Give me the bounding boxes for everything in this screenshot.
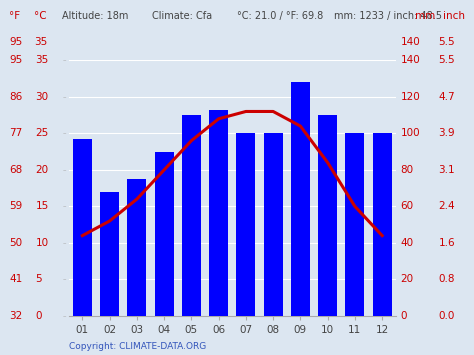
Text: 32: 32 xyxy=(9,311,23,321)
Bar xyxy=(346,133,365,316)
Text: 100: 100 xyxy=(401,129,420,138)
Text: –: – xyxy=(63,313,66,319)
Text: 5.5: 5.5 xyxy=(438,55,455,65)
Text: 40: 40 xyxy=(401,238,414,248)
Bar xyxy=(237,133,255,316)
Text: mm: 1233 / inch: 48.5: mm: 1233 / inch: 48.5 xyxy=(334,11,442,21)
Bar xyxy=(100,192,119,316)
Text: 4.7: 4.7 xyxy=(438,92,455,102)
Text: °F: °F xyxy=(9,11,20,21)
Text: 95: 95 xyxy=(9,55,23,65)
Text: 30: 30 xyxy=(36,92,49,102)
Text: inch: inch xyxy=(443,11,465,21)
Bar xyxy=(373,133,392,316)
Text: –: – xyxy=(63,277,66,283)
Text: 0: 0 xyxy=(401,311,407,321)
Text: –: – xyxy=(63,130,66,136)
Text: Copyright: CLIMATE-DATA.ORG: Copyright: CLIMATE-DATA.ORG xyxy=(69,343,206,351)
Text: 120: 120 xyxy=(401,92,420,102)
Bar xyxy=(291,82,310,316)
Text: 68: 68 xyxy=(9,165,23,175)
Bar xyxy=(73,139,92,316)
Text: °C: °C xyxy=(34,11,47,21)
Text: 2.4: 2.4 xyxy=(438,201,455,212)
Bar xyxy=(182,115,201,316)
Bar xyxy=(128,179,146,316)
Text: 77: 77 xyxy=(9,129,23,138)
Text: mm: mm xyxy=(415,11,435,21)
Text: 5: 5 xyxy=(36,274,42,284)
Text: 140: 140 xyxy=(401,55,420,65)
Text: 35: 35 xyxy=(34,37,47,47)
Text: 140: 140 xyxy=(401,37,420,47)
Text: 50: 50 xyxy=(9,238,23,248)
Text: 59: 59 xyxy=(9,201,23,212)
Bar xyxy=(318,115,337,316)
Text: 60: 60 xyxy=(401,201,414,212)
Text: 0.8: 0.8 xyxy=(438,274,455,284)
Bar xyxy=(264,133,283,316)
Text: 15: 15 xyxy=(36,201,49,212)
Bar xyxy=(155,152,173,316)
Text: –: – xyxy=(63,167,66,173)
Text: –: – xyxy=(63,58,66,63)
Text: 1.6: 1.6 xyxy=(438,238,455,248)
Text: –: – xyxy=(63,203,66,209)
Text: –: – xyxy=(63,240,66,246)
Text: 86: 86 xyxy=(9,92,23,102)
Text: 20: 20 xyxy=(36,165,49,175)
Text: 10: 10 xyxy=(36,238,49,248)
Text: 3.1: 3.1 xyxy=(438,165,455,175)
Text: 25: 25 xyxy=(36,129,49,138)
Text: °C: 21.0 / °F: 69.8: °C: 21.0 / °F: 69.8 xyxy=(237,11,323,21)
Text: 20: 20 xyxy=(401,274,414,284)
Bar xyxy=(209,110,228,316)
Text: Altitude: 18m: Altitude: 18m xyxy=(62,11,128,21)
Text: 0.0: 0.0 xyxy=(438,311,455,321)
Text: 0: 0 xyxy=(36,311,42,321)
Text: 5.5: 5.5 xyxy=(438,37,455,47)
Text: 41: 41 xyxy=(9,274,23,284)
Text: –: – xyxy=(63,94,66,100)
Text: 3.9: 3.9 xyxy=(438,129,455,138)
Text: 95: 95 xyxy=(9,37,23,47)
Text: Climate: Cfa: Climate: Cfa xyxy=(152,11,212,21)
Text: 35: 35 xyxy=(36,55,49,65)
Text: 80: 80 xyxy=(401,165,414,175)
